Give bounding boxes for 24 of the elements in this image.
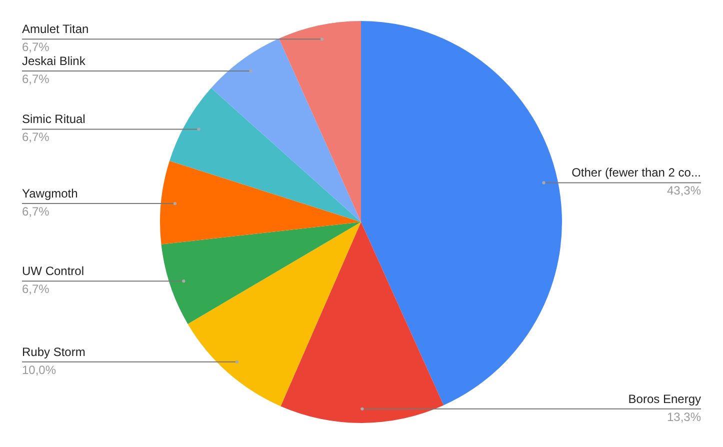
slice-label: Jeskai Blink <box>22 54 86 68</box>
data-label: 6,7% <box>22 72 50 86</box>
slice-label: Amulet Titan <box>22 22 89 36</box>
pie-slice <box>170 88 361 222</box>
pie-slice <box>211 38 361 222</box>
slice-label: Other (fewer than 2 co... <box>572 166 701 180</box>
slice-label: UW Control <box>22 264 84 278</box>
pie-slice <box>188 222 361 406</box>
data-label: 6,7% <box>22 204 50 219</box>
pie-slice <box>161 222 361 324</box>
pie-slice <box>278 21 361 222</box>
slice-label: Boros Energy <box>628 392 701 406</box>
data-label: 6,7% <box>22 40 50 54</box>
slice-label: Yawgmoth <box>22 186 78 201</box>
pie-slice <box>160 160 361 244</box>
pie-slice <box>280 222 444 423</box>
slice-label: Ruby Storm <box>22 344 86 359</box>
data-label: 10,0% <box>22 362 56 377</box>
data-label: 6,7% <box>22 130 50 144</box>
data-label: 6,7% <box>22 282 50 296</box>
data-label: 13,3% <box>666 410 702 424</box>
pie-slice <box>361 21 562 406</box>
data-label: 43,3% <box>666 184 702 198</box>
slice-label: Simic Ritual <box>22 112 86 126</box>
